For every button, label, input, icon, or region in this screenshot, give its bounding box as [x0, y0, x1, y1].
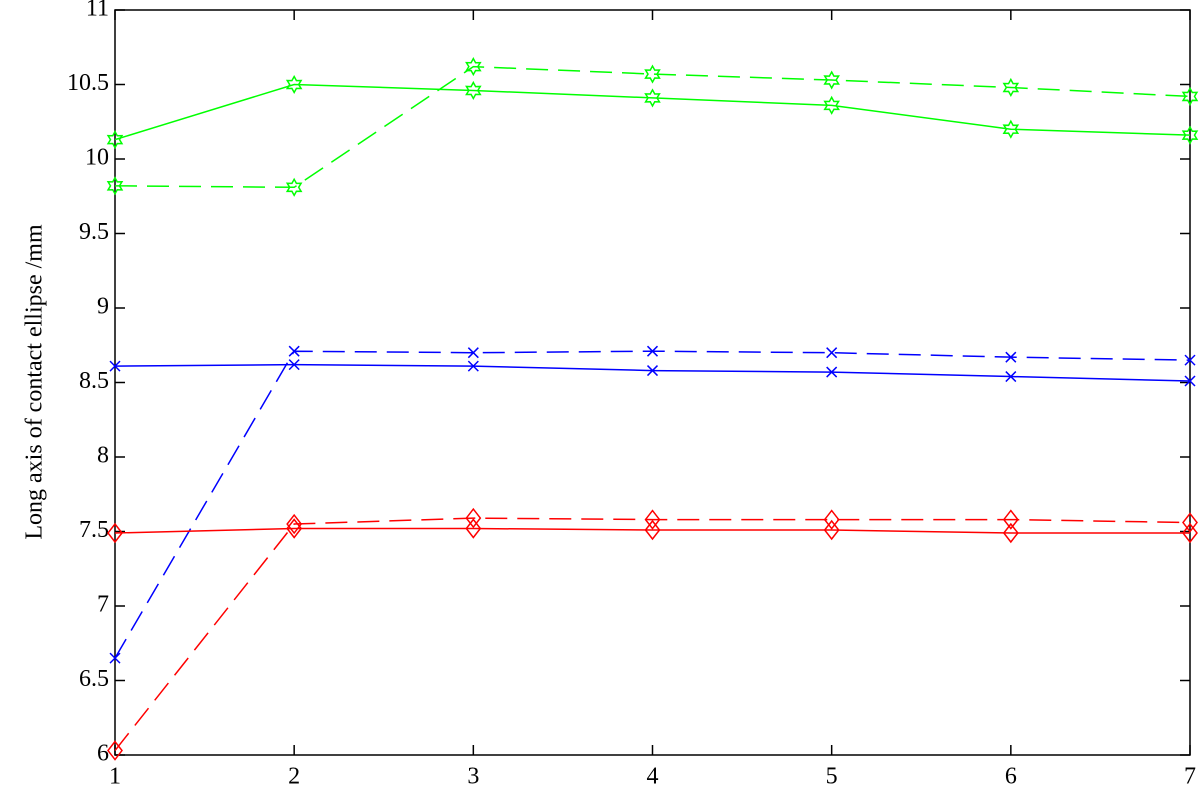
- y-tick-label: 8: [97, 443, 109, 469]
- marker-x: [109, 652, 121, 664]
- marker-diamond: [107, 740, 123, 761]
- marker-x: [1184, 375, 1196, 387]
- marker-x: [1184, 354, 1196, 366]
- marker-x: [826, 347, 838, 359]
- marker-diamond: [107, 522, 123, 544]
- marker-stroke: [288, 359, 300, 371]
- marker-hexagram: [1002, 77, 1020, 98]
- marker-x: [1005, 351, 1017, 363]
- marker-hexagram: [823, 70, 840, 90]
- marker-stroke: [646, 365, 659, 377]
- y-tick-label: 6: [97, 741, 109, 767]
- marker-diamond: [823, 509, 840, 530]
- marker-stroke: [109, 360, 121, 372]
- x-tick-label: 7: [1184, 764, 1196, 790]
- marker-stroke: [1005, 351, 1017, 363]
- marker-x: [1005, 371, 1017, 383]
- marker-hexagram: [823, 95, 840, 115]
- marker-diamond: [1002, 509, 1019, 530]
- marker-stroke: [1184, 375, 1196, 387]
- marker-x: [109, 360, 121, 372]
- marker-hexagram: [465, 57, 482, 77]
- marker-x: [288, 359, 300, 371]
- marker-diamond: [1002, 522, 1019, 544]
- y-tick-label: 10: [85, 145, 109, 171]
- marker-hexagram: [1181, 86, 1199, 106]
- y-tick-label: 9: [97, 294, 109, 320]
- y-tick-label: 8.5: [79, 368, 109, 394]
- marker-stroke: [826, 366, 838, 378]
- marker-diamond: [286, 518, 303, 539]
- x-tick-label: 5: [826, 764, 838, 790]
- y-tick-label: 10.5: [67, 70, 109, 96]
- x-tick-label: 6: [1005, 764, 1017, 790]
- marker-stroke: [467, 360, 479, 372]
- marker-x: [826, 366, 838, 378]
- marker-stroke: [646, 345, 659, 357]
- marker-diamond: [644, 509, 661, 530]
- marker-stroke: [826, 347, 838, 359]
- marker-x: [288, 345, 300, 357]
- series-line: [114, 363, 1191, 382]
- marker-hexagram: [465, 80, 482, 101]
- marker-diamond: [1182, 522, 1198, 544]
- marker-stroke: [1184, 354, 1196, 366]
- marker-hexagram: [1002, 119, 1020, 139]
- y-tick-label: 9.5: [79, 219, 109, 245]
- y-tick-label: 7.5: [79, 517, 109, 543]
- y-tick-label: 7: [97, 592, 109, 618]
- series-line: [114, 65, 1191, 189]
- marker-stroke: [467, 347, 479, 359]
- marker-stroke: [288, 345, 300, 357]
- marker-hexagram: [644, 64, 661, 84]
- series-line: [114, 527, 1190, 534]
- series-line: [114, 350, 1191, 659]
- x-tick-label: 4: [647, 764, 659, 790]
- marker-diamond: [465, 507, 482, 529]
- y-tick-label: 11: [86, 0, 109, 22]
- marker-stroke: [1005, 371, 1017, 383]
- x-tick-label: 2: [288, 764, 300, 790]
- marker-diamond: [644, 519, 661, 541]
- marker-hexagram: [106, 130, 124, 150]
- series-line: [114, 83, 1191, 141]
- series-line: [114, 517, 1191, 751]
- marker-hexagram: [285, 74, 303, 95]
- marker-diamond: [286, 513, 303, 535]
- marker-hexagram: [106, 176, 124, 196]
- x-tick-label: 3: [467, 764, 479, 790]
- marker-x: [467, 360, 479, 372]
- marker-hexagram: [285, 177, 303, 197]
- y-axis-label: Long axis of contact ellipse /mm: [22, 224, 48, 540]
- y-tick-label: 6.5: [79, 666, 109, 692]
- marker-x: [467, 347, 479, 359]
- plot-frame: [114, 9, 1191, 756]
- marker-diamond: [823, 519, 840, 541]
- marker-hexagram: [1181, 125, 1199, 145]
- marker-x: [646, 365, 659, 377]
- marker-x: [646, 345, 659, 357]
- marker-hexagram: [644, 88, 661, 108]
- marker-diamond: [465, 518, 482, 539]
- x-tick-label: 1: [109, 764, 121, 790]
- marker-stroke: [109, 652, 121, 664]
- marker-diamond: [1182, 512, 1198, 533]
